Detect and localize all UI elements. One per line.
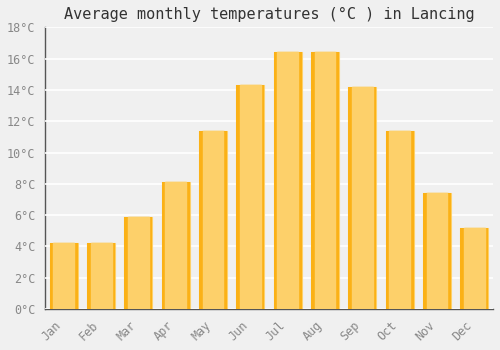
Bar [240,85,261,309]
Bar [91,243,112,309]
Bar [460,228,488,309]
Bar [311,52,339,309]
Bar [202,131,224,309]
Bar [199,131,227,309]
Bar [390,131,410,309]
Bar [124,217,152,309]
Bar [352,87,373,309]
Bar [348,87,376,309]
Bar [464,228,485,309]
Bar [166,182,186,309]
Title: Average monthly temperatures (°C ) in Lancing: Average monthly temperatures (°C ) in La… [64,7,474,22]
Bar [423,193,451,309]
Bar [165,182,186,309]
Bar [54,243,74,309]
Bar [426,193,448,309]
Bar [460,228,488,309]
Bar [274,52,302,309]
Bar [50,243,78,309]
Bar [203,131,224,309]
Bar [236,85,264,309]
Bar [87,243,115,309]
Bar [50,243,78,309]
Bar [314,52,336,309]
Bar [352,87,373,309]
Bar [426,193,448,309]
Bar [274,52,302,309]
Bar [389,131,410,309]
Bar [348,87,376,309]
Bar [124,217,152,309]
Bar [240,85,261,309]
Bar [162,182,190,309]
Bar [90,243,112,309]
Bar [236,85,264,309]
Bar [199,131,227,309]
Bar [87,243,115,309]
Bar [311,52,339,309]
Bar [423,193,451,309]
Bar [386,131,413,309]
Bar [278,52,298,309]
Bar [277,52,298,309]
Bar [314,52,336,309]
Bar [386,131,413,309]
Bar [128,217,149,309]
Bar [464,228,485,309]
Bar [162,182,190,309]
Bar [53,243,74,309]
Bar [128,217,149,309]
